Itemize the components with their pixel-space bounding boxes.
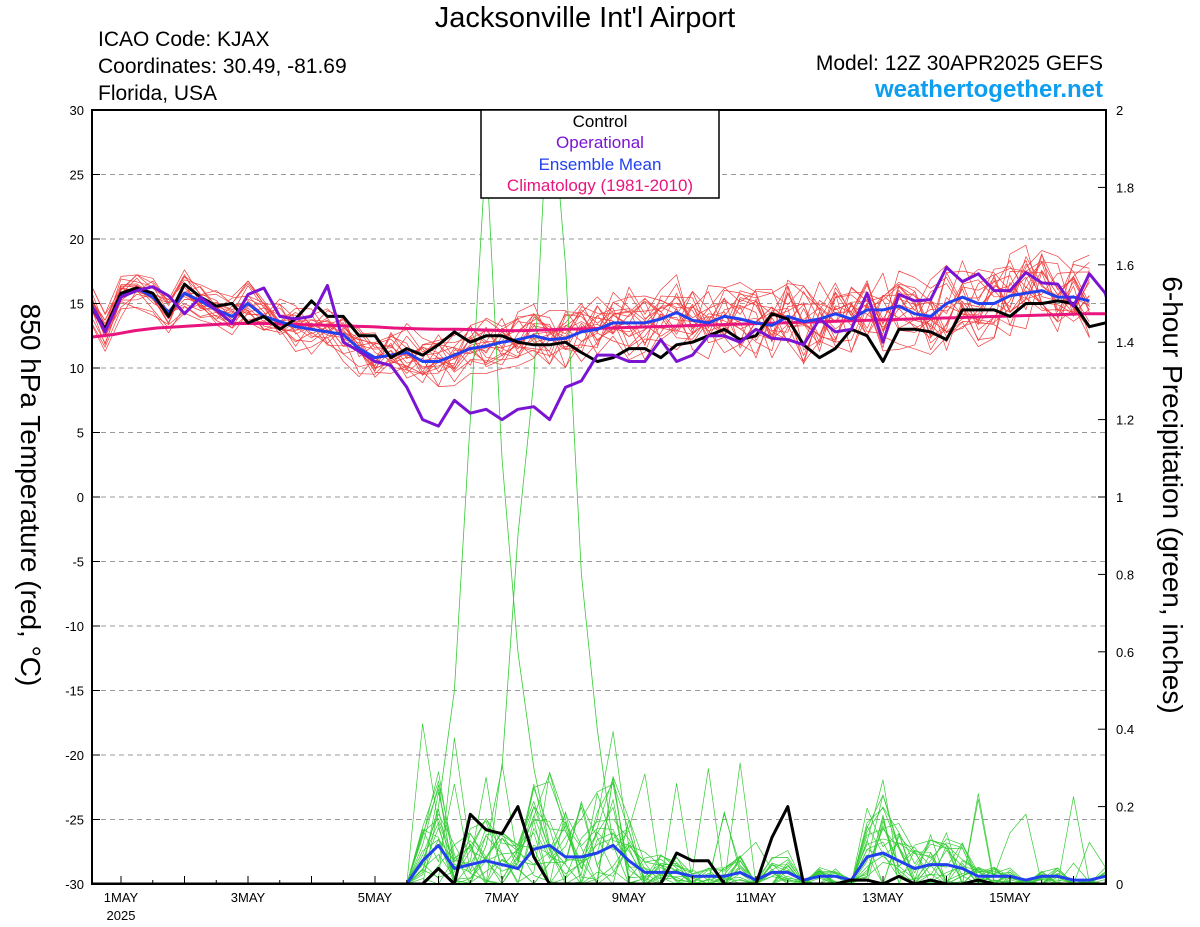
coordinates: Coordinates: 30.49, -81.69 <box>98 55 347 78</box>
y-tick-label-left: 0 <box>77 490 84 505</box>
x-tick-label: 9MAY <box>612 890 647 905</box>
y-tick-label-left: 5 <box>77 426 84 441</box>
y-tick-label-left: 15 <box>70 297 84 312</box>
precipitation-member-line <box>92 768 1106 884</box>
precipitation-member-line <box>92 723 1106 884</box>
precipitation-member-line <box>92 792 1106 884</box>
main-series <box>92 265 1106 884</box>
y-tick-label-left: 30 <box>70 103 84 118</box>
temperature-operational-line <box>92 265 1106 428</box>
website-link[interactable]: weathertogether.net <box>874 76 1103 103</box>
y-tick-label-left: -20 <box>65 748 84 763</box>
temperature-ensemble-mean-line <box>92 286 1090 363</box>
x-tick-label: 11MAY <box>736 890 777 905</box>
precipitation-member-line <box>92 148 1106 884</box>
precipitation-member-line <box>92 771 1106 884</box>
icao-code: ICAO Code: KJAX <box>98 28 270 51</box>
precipitation-member-line <box>92 780 1106 884</box>
y-tick-label-right: 0.2 <box>1116 800 1134 815</box>
legend: Control Operational Ensemble Mean Climat… <box>480 109 720 199</box>
precipitation-member-line <box>92 811 1106 884</box>
x-tick-label: 5MAY <box>358 890 393 905</box>
legend-climatology: Climatology (1981-2010) <box>507 176 693 195</box>
x-tick-label: 15MAY <box>989 890 1031 905</box>
legend-box <box>480 109 720 199</box>
x-tick-label: 13MAY <box>862 890 904 905</box>
y-tick-label-right: 1.6 <box>1116 258 1134 273</box>
precipitation-member-line <box>92 762 1106 884</box>
precipitation-member-line <box>92 772 1106 884</box>
precipitation-member-line <box>92 763 1106 884</box>
y-tick-label-left: -25 <box>65 813 84 828</box>
y-tick-label-left: 20 <box>70 232 84 247</box>
precipitation-members <box>92 110 1106 884</box>
x-tick-sublabel: 2025 <box>107 908 136 923</box>
x-tick-label: 3MAY <box>231 890 266 905</box>
x-axis: 1MAY 2025 3MAY 5MAY 7MAY 9MAY 11MAY 13MAY 15MAY <box>104 876 1106 923</box>
y-tick-label-right: 1 <box>1116 490 1123 505</box>
y-tick-label-left: 10 <box>70 361 84 376</box>
y-axis-right: 2 1.8 1.6 1.4 1.2 1 0.8 0.6 0.4 0.2 0 <box>1098 103 1134 892</box>
temperature-member-line <box>92 271 1090 370</box>
y-tick-label-right: 1.2 <box>1116 413 1134 428</box>
y-axis-left: 30 25 20 15 10 5 0 -5 -10 -15 -20 -25 -30 <box>65 103 100 892</box>
y-tick-label-right: 2 <box>1116 103 1123 118</box>
legend-control: Control <box>573 112 628 131</box>
y-tick-label-right: 0 <box>1116 877 1123 892</box>
precip-ensemble-mean-line <box>92 843 1106 884</box>
precipitation-member-line <box>92 771 1106 884</box>
temperature-member-line <box>92 253 1090 359</box>
y-tick-label-right: 1.8 <box>1116 180 1134 195</box>
precipitation-member-line <box>92 806 1106 884</box>
precipitation-member-line <box>92 788 1106 884</box>
precip-control-line <box>92 805 1106 884</box>
x-tick-label: 7MAY <box>485 890 520 905</box>
y-tick-label-left: 25 <box>70 168 84 183</box>
legend-ensemble-mean: Ensemble Mean <box>539 155 662 174</box>
temperature-member-line <box>92 271 1090 368</box>
temperature-member-line <box>92 244 1090 360</box>
y-tick-label-left: -15 <box>65 684 84 699</box>
precipitation-member-line <box>92 781 1106 884</box>
precipitation-member-line <box>92 783 1106 884</box>
y-tick-label-left: -30 <box>65 877 84 892</box>
region: Florida, USA <box>98 82 218 105</box>
y-tick-label-right: 1.4 <box>1116 335 1134 350</box>
x-tick-label: 1MAY <box>104 890 139 905</box>
y-tick-label-left: -5 <box>72 555 84 570</box>
y-tick-label-left: -10 <box>65 619 84 634</box>
precipitation-member-line <box>92 731 1106 884</box>
y-tick-label-right: 0.6 <box>1116 645 1134 660</box>
chart-title: Jacksonville Int'l Airport <box>434 2 736 34</box>
temperature-member-line <box>92 262 1090 375</box>
y-tick-label-right: 0.4 <box>1116 722 1134 737</box>
precipitation-member-line <box>92 777 1106 884</box>
temperature-control-line <box>92 282 1106 363</box>
model-run: Model: 12Z 30APR2025 GEFS <box>815 52 1103 75</box>
y-tick-label-right: 0.8 <box>1116 567 1134 582</box>
temperature-member-line <box>92 270 1090 364</box>
legend-operational: Operational <box>556 133 644 152</box>
grid-lines <box>92 174 1106 820</box>
